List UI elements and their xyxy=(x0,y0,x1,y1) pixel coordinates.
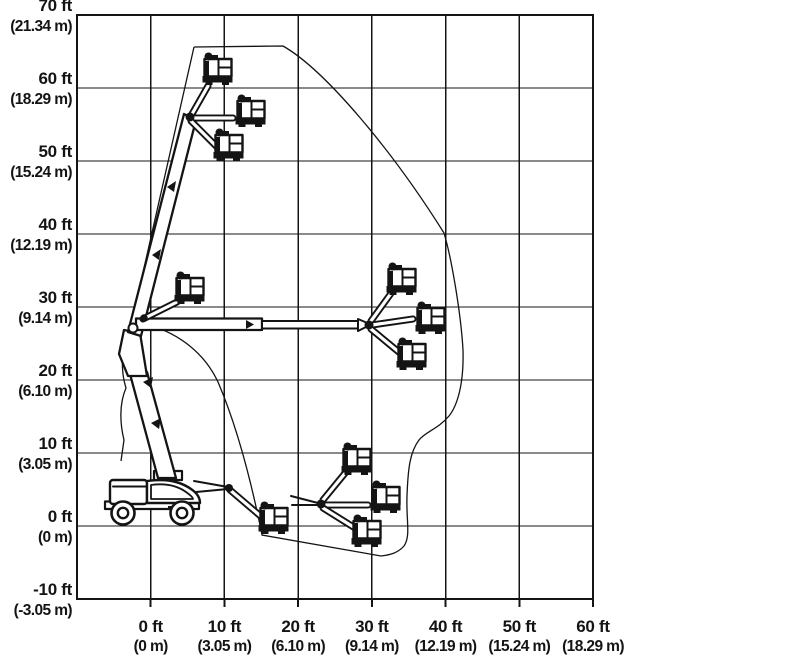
mid-left-jib xyxy=(139,298,181,323)
y-axis-label-m: (21.34 m) xyxy=(10,18,72,35)
y-axis-label-m: (6.10 m) xyxy=(18,383,72,400)
basket-bottom-right-mid xyxy=(369,479,402,515)
knuckle-joint xyxy=(117,328,149,378)
x-axis-label-ft: 20 ft xyxy=(281,617,315,636)
x-axis-label-m: (12.19 m) xyxy=(415,638,477,655)
y-axis-label-ft: 70 ft xyxy=(39,0,73,15)
x-axis-label-ft: 10 ft xyxy=(208,617,242,636)
y-axis-label-m: (-3.05 m) xyxy=(14,602,73,619)
y-axis-label-m: (0 m) xyxy=(38,529,72,546)
y-axis-label-ft: 30 ft xyxy=(39,288,73,307)
upper-boom-raised xyxy=(126,112,198,338)
platform-baskets xyxy=(173,51,447,549)
basket-right-up xyxy=(385,261,418,297)
axis-ticks xyxy=(149,599,595,607)
x-axis-label-ft: 40 ft xyxy=(429,617,463,636)
right-jib-arms xyxy=(364,288,417,357)
y-axis-label-m: (9.14 m) xyxy=(18,310,72,327)
basket-bottom-left xyxy=(257,500,290,536)
x-axis-label-m: (6.10 m) xyxy=(271,638,325,655)
lower-boom xyxy=(128,370,178,480)
x-axis-label-m: (15.24 m) xyxy=(488,638,550,655)
y-axis-label-m: (18.29 m) xyxy=(10,91,72,108)
basket-top-mid xyxy=(234,93,267,129)
telescope-boom-horizontal xyxy=(127,317,372,334)
basket-bottom-right-down xyxy=(350,513,383,549)
y-axis-label-ft: 60 ft xyxy=(39,69,73,88)
basket-mid-left xyxy=(173,270,206,306)
y-axis-label-ft: 0 ft xyxy=(48,507,73,526)
x-axis-label-m: (18.29 m) xyxy=(562,638,624,655)
basket-top-low xyxy=(212,127,245,163)
basket-bottom-right-up xyxy=(340,441,373,477)
boom-lift-drawing xyxy=(103,51,447,549)
y-axis-label-m: (3.05 m) xyxy=(18,456,72,473)
x-axis-label-ft: 0 ft xyxy=(139,617,164,636)
bottom-right-jib-arms xyxy=(290,468,372,532)
x-axis-label-m: (3.05 m) xyxy=(198,638,252,655)
x-axis-label-ft: 60 ft xyxy=(576,617,610,636)
chassis xyxy=(103,469,202,526)
x-axis-label-ft: 30 ft xyxy=(355,617,389,636)
y-axis-label-ft: 40 ft xyxy=(39,215,73,234)
x-axis-label-m: (9.14 m) xyxy=(345,638,399,655)
y-axis-label-m: (12.19 m) xyxy=(10,237,72,254)
x-axis-label-ft: 50 ft xyxy=(503,617,537,636)
y-axis-label-ft: 50 ft xyxy=(39,142,73,161)
y-axis-label-ft: -10 ft xyxy=(33,580,72,599)
y-axis-label-ft: 10 ft xyxy=(39,434,73,453)
y-axis-label-m: (15.24 m) xyxy=(10,164,72,181)
y-axis-label-ft: 20 ft xyxy=(39,361,73,380)
axis-labels: 0 ft (0 m) 10 ft (3.05 m) 20 ft (6.10 m) 30 ft… xyxy=(10,0,625,655)
x-axis-label-m: (0 m) xyxy=(134,638,168,655)
basket-top-high xyxy=(201,51,234,87)
basket-right-down xyxy=(395,336,428,372)
top-jib-arms xyxy=(185,82,237,151)
bottom-left-jib xyxy=(193,480,268,523)
